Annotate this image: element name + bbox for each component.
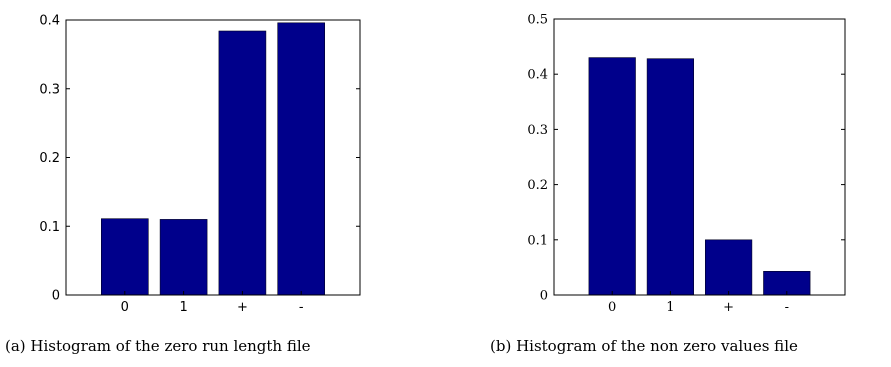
bar-3 bbox=[277, 22, 326, 296]
bar-2 bbox=[218, 30, 267, 296]
chart-panel-a: 0 0.1 0.2 0.3 0.4 0 1 + - (a) Histogram of the ze… bbox=[5, 14, 361, 355]
ytick-label: 0.4 bbox=[39, 14, 60, 29]
bar-0 bbox=[101, 218, 149, 296]
ytick-label: 0 bbox=[540, 289, 548, 304]
figure-caption: (b) Histogram of the non zero values fil… bbox=[490, 337, 798, 355]
ytick-label: 0.3 bbox=[527, 123, 548, 138]
ytick-label: 0.4 bbox=[527, 68, 548, 83]
chart-panel-b: 0 0.1 0.2 0.3 0.4 0.5 0 1 + - (b) Histogram of the… bbox=[490, 13, 846, 355]
ytick-label: 0.2 bbox=[527, 178, 548, 193]
xtick-label: 1 bbox=[179, 300, 187, 315]
xtick-label: + bbox=[723, 300, 734, 315]
xtick-label: - bbox=[785, 300, 789, 315]
bar-1 bbox=[646, 58, 694, 296]
ytick-label: 0.1 bbox=[39, 220, 60, 235]
xtick-label: + bbox=[237, 300, 248, 315]
bar-2 bbox=[704, 239, 753, 296]
xtick-label: 0 bbox=[608, 300, 616, 315]
xtick-label: - bbox=[299, 300, 304, 315]
xtick-label: 0 bbox=[121, 300, 129, 315]
bar-0 bbox=[588, 57, 636, 296]
ytick-label: 0.3 bbox=[39, 82, 60, 97]
ytick-label: 0.5 bbox=[527, 13, 548, 28]
axes-frame bbox=[553, 18, 846, 296]
ytick-label: 0.1 bbox=[527, 233, 548, 248]
ytick-label: 0 bbox=[52, 289, 60, 304]
bar-1 bbox=[159, 219, 208, 296]
figure-caption: (a) Histogram of the zero run length fil… bbox=[5, 337, 311, 355]
ytick-label: 0.2 bbox=[39, 151, 60, 166]
xtick-label: 1 bbox=[666, 300, 674, 315]
